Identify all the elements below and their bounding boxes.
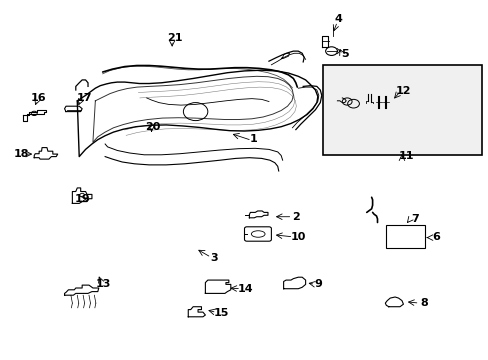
Text: 7: 7 [410,214,418,224]
Text: 2: 2 [291,212,299,222]
Text: 18: 18 [14,149,29,159]
Bar [322,65,481,155]
Text: 11: 11 [398,150,414,161]
Text: 20: 20 [144,122,160,132]
Text: 8: 8 [420,298,427,308]
Text: 4: 4 [334,14,342,24]
Text: 14: 14 [237,284,253,294]
Text: 9: 9 [313,279,321,289]
Text: 13: 13 [96,279,111,289]
Text: 21: 21 [167,33,183,43]
Text: 12: 12 [395,86,410,96]
Text: 17: 17 [76,93,92,103]
Text: 16: 16 [30,93,46,103]
Text: 19: 19 [74,194,90,204]
Text: 15: 15 [213,308,228,318]
Text: 10: 10 [290,232,305,242]
Text: 3: 3 [210,253,218,264]
Text: 1: 1 [249,134,257,144]
Bar [386,225,425,248]
Text: 6: 6 [431,232,439,242]
Text: 5: 5 [340,49,348,59]
